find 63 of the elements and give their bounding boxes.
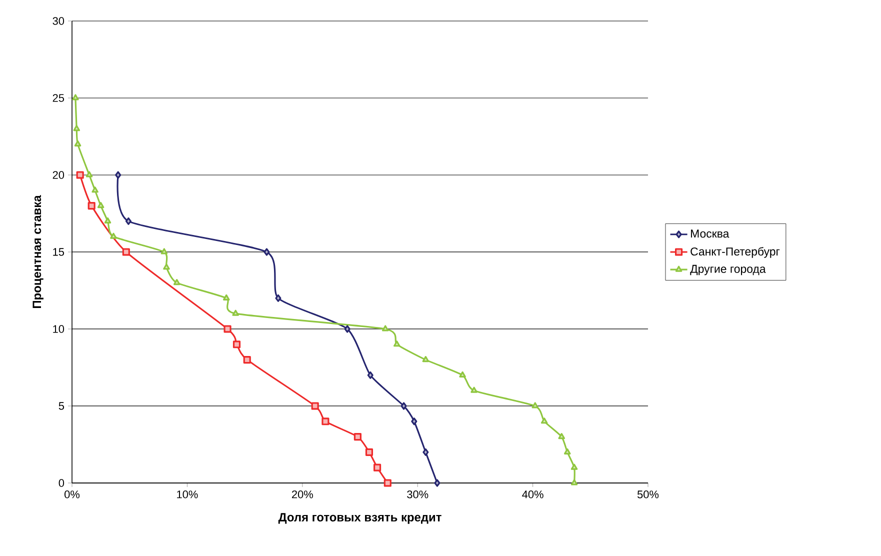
point bbox=[264, 248, 270, 256]
point bbox=[540, 418, 548, 424]
point bbox=[224, 325, 232, 333]
point bbox=[570, 464, 578, 470]
point bbox=[110, 232, 117, 239]
point bbox=[422, 356, 430, 362]
point bbox=[365, 448, 374, 456]
y-tick-label: 15 bbox=[53, 248, 64, 256]
legend-label: Москва bbox=[691, 230, 730, 238]
y-tick-label: 10 bbox=[53, 325, 64, 333]
point bbox=[163, 264, 170, 270]
y-tick-label: 25 bbox=[52, 94, 64, 102]
point bbox=[564, 448, 571, 454]
point bbox=[86, 171, 93, 178]
point bbox=[232, 340, 241, 348]
y-tick-label: 5 bbox=[58, 402, 64, 410]
y-tick-label: 20 bbox=[52, 171, 64, 179]
x-tick-label: 30% bbox=[407, 490, 428, 498]
point bbox=[354, 432, 362, 441]
point bbox=[558, 432, 565, 440]
point bbox=[434, 479, 440, 487]
point bbox=[74, 140, 82, 146]
point bbox=[367, 371, 374, 379]
point bbox=[384, 479, 392, 487]
point bbox=[88, 202, 96, 210]
point bbox=[393, 340, 400, 347]
x-tick-label: 40% bbox=[522, 490, 544, 498]
point bbox=[222, 294, 230, 300]
legend-label: Другие города bbox=[690, 264, 766, 276]
point bbox=[532, 402, 538, 408]
point bbox=[243, 356, 251, 364]
point bbox=[400, 402, 407, 410]
point bbox=[76, 171, 84, 179]
x-axis-title: Доля готовых взять кредит bbox=[278, 513, 442, 524]
point bbox=[422, 448, 429, 456]
point bbox=[459, 371, 466, 378]
x-tick-label: 0% bbox=[64, 490, 80, 498]
point bbox=[322, 418, 330, 426]
point bbox=[570, 479, 578, 486]
point bbox=[311, 402, 319, 410]
point bbox=[470, 386, 478, 393]
point bbox=[173, 279, 180, 286]
point bbox=[92, 186, 98, 193]
point bbox=[374, 464, 382, 472]
point bbox=[125, 217, 132, 225]
point bbox=[122, 248, 130, 256]
point bbox=[382, 325, 389, 332]
point bbox=[344, 325, 350, 333]
x-tick-label: 10% bbox=[177, 490, 198, 498]
y-axis-title: Процентная ставка bbox=[32, 195, 44, 308]
point bbox=[104, 217, 112, 224]
point bbox=[115, 171, 122, 179]
point bbox=[411, 418, 418, 426]
x-tick-label: 20% bbox=[292, 490, 313, 498]
point bbox=[73, 124, 80, 132]
point bbox=[160, 248, 168, 254]
point bbox=[97, 202, 104, 208]
point bbox=[275, 294, 282, 302]
y-tick-label: 30 bbox=[52, 17, 64, 25]
point bbox=[232, 310, 239, 316]
legend-label: Санкт-Петербург bbox=[690, 247, 780, 258]
x-tick-label: 50% bbox=[637, 490, 659, 498]
y-tick-label: 0 bbox=[58, 479, 64, 487]
